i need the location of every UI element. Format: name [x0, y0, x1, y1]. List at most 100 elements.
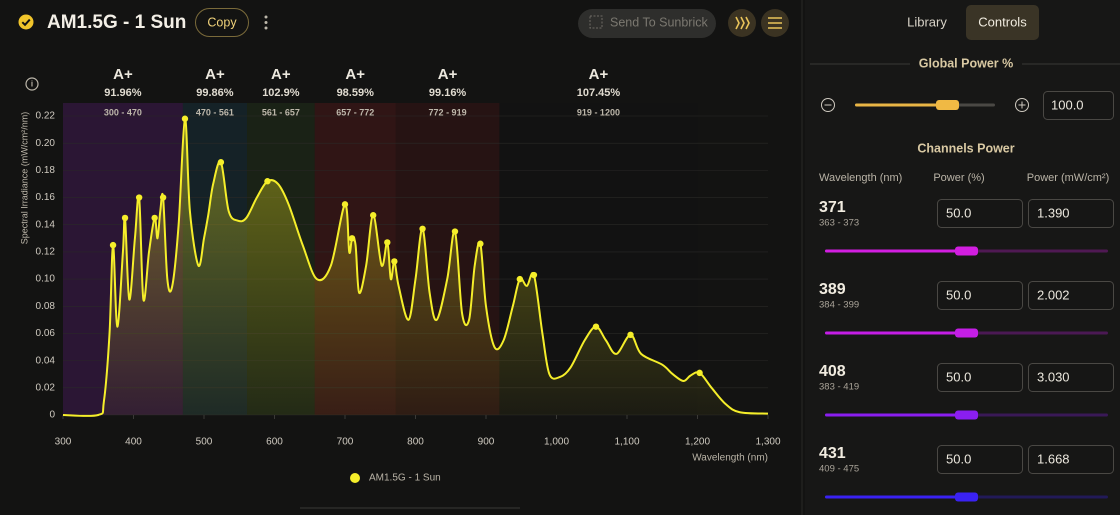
channel-thumb[interactable] [955, 328, 978, 338]
channel-thumb[interactable] [955, 246, 978, 256]
point [181, 115, 189, 122]
band-range: 772 - 919 [429, 107, 467, 117]
column-header: Power (mW/cm²) [1027, 172, 1110, 184]
point [135, 194, 143, 201]
copy-label[interactable]: Copy [207, 15, 237, 29]
point [151, 214, 158, 222]
info-glyph: i [31, 80, 33, 89]
global-input[interactable] [1043, 91, 1114, 120]
band-grade: A+ [113, 66, 133, 83]
channel-thumb[interactable] [955, 410, 978, 420]
power-input[interactable] [937, 445, 1023, 474]
info-icon[interactable] [25, 77, 39, 91]
legend-label[interactable]: AM1.5G - 1 Sun [369, 473, 441, 484]
copy-button[interactable] [195, 8, 249, 37]
irradiance-input[interactable] [1028, 199, 1114, 228]
power-value[interactable]: 50.0 [946, 287, 971, 302]
irradiance-value[interactable]: 1.390 [1037, 205, 1070, 220]
minus-button[interactable] [821, 98, 835, 112]
channel-wavelength: 389 [819, 281, 846, 298]
tab-library[interactable]: Library [907, 14, 947, 29]
band-range: 919 - 1200 [577, 107, 620, 117]
x-tick-label: 800 [407, 437, 424, 448]
point [477, 240, 484, 247]
global-value[interactable]: 100.0 [1051, 97, 1084, 112]
channel-wavelength: 431 [819, 445, 846, 462]
channel-fill [825, 413, 978, 417]
channel-fill [825, 249, 978, 253]
point [109, 241, 117, 249]
band-grade: A+ [438, 66, 458, 83]
y-tick-label: 0.14 [36, 219, 56, 230]
point [419, 225, 426, 233]
area [63, 118, 768, 417]
x-tick-label: 500 [196, 437, 213, 448]
point [159, 194, 167, 201]
send-label[interactable]: Send To Sunbrick [610, 15, 708, 29]
column-header: Power (%) [933, 172, 984, 184]
x-axis-label: Wavelength (nm) [692, 453, 768, 464]
channel-thumb[interactable] [955, 492, 978, 502]
irradiance-input[interactable] [1028, 363, 1114, 392]
power-input[interactable] [937, 199, 1023, 228]
view-button[interactable] [728, 9, 756, 37]
x-tick-label: 900 [478, 437, 495, 448]
more-menu[interactable] [264, 15, 268, 30]
point [451, 228, 459, 235]
channel-range: 363 - 373 [819, 218, 859, 229]
x-tick-label: 1,000 [544, 437, 569, 448]
x-tick-label: 400 [125, 437, 142, 448]
irradiance-value[interactable]: 3.030 [1037, 369, 1070, 384]
point [592, 323, 600, 330]
irradiance-input[interactable] [1028, 445, 1114, 474]
irradiance-input[interactable] [1028, 281, 1114, 310]
point [370, 212, 377, 219]
irradiance-value[interactable]: 1.668 [1037, 451, 1070, 466]
slider-thumb[interactable] [936, 100, 959, 110]
power-input[interactable] [937, 281, 1023, 310]
tab-controls[interactable]: Controls [978, 14, 1027, 29]
power-value[interactable]: 50.0 [946, 451, 971, 466]
band-percent: 99.86% [196, 87, 234, 99]
point [217, 159, 225, 166]
point [348, 235, 356, 242]
y-tick-label: 0.08 [36, 301, 56, 312]
point [627, 331, 634, 339]
y-tick-label: 0.18 [36, 165, 56, 176]
slider-fill [855, 103, 947, 107]
point [516, 275, 524, 283]
x-tick-label: 300 [55, 437, 72, 448]
global-power-title: Global Power % [919, 56, 1013, 70]
channel-wavelength: 408 [819, 363, 846, 380]
channel-range: 384 - 399 [819, 300, 859, 311]
chart: i Spectral Irradiance (mW/cm²/nm) Wavele… [19, 66, 781, 484]
band-range: 470 - 561 [196, 107, 234, 117]
band-grade: A+ [205, 66, 225, 83]
point [391, 258, 398, 265]
plus-button[interactable] [1015, 98, 1029, 112]
header: AM1.5G - 1 Sun Copy Send To Sunbrick [18, 8, 789, 38]
title: AM1.5G - 1 Sun [47, 12, 186, 33]
power-value[interactable]: 50.0 [946, 205, 971, 220]
power-value[interactable]: 50.0 [946, 369, 971, 384]
y-tick-label: 0.10 [36, 274, 56, 285]
point [264, 178, 271, 185]
channel-range: 383 - 419 [819, 382, 859, 393]
band-percent: 107.45% [577, 87, 621, 99]
legend-marker [350, 473, 360, 483]
y-axis-label: Spectral Irradiance (mW/cm²/nm) [19, 112, 29, 245]
y-tick-label: 0.04 [36, 355, 56, 366]
controls-panel: Library Controls Global Power % 100.0 Ch… [810, 5, 1120, 502]
irradiance-value[interactable]: 2.002 [1037, 287, 1070, 302]
tab-active[interactable] [966, 5, 1039, 40]
power-input[interactable] [937, 363, 1023, 392]
channel-range: 409 - 475 [819, 464, 859, 475]
x-tick-label: 1,200 [685, 437, 710, 448]
send-button[interactable] [578, 9, 716, 38]
point [696, 369, 703, 377]
point [341, 201, 349, 208]
send-icon [589, 15, 603, 29]
point [530, 271, 538, 279]
x-tick-label: 600 [266, 437, 283, 448]
channel-wavelength: 371 [819, 199, 846, 216]
